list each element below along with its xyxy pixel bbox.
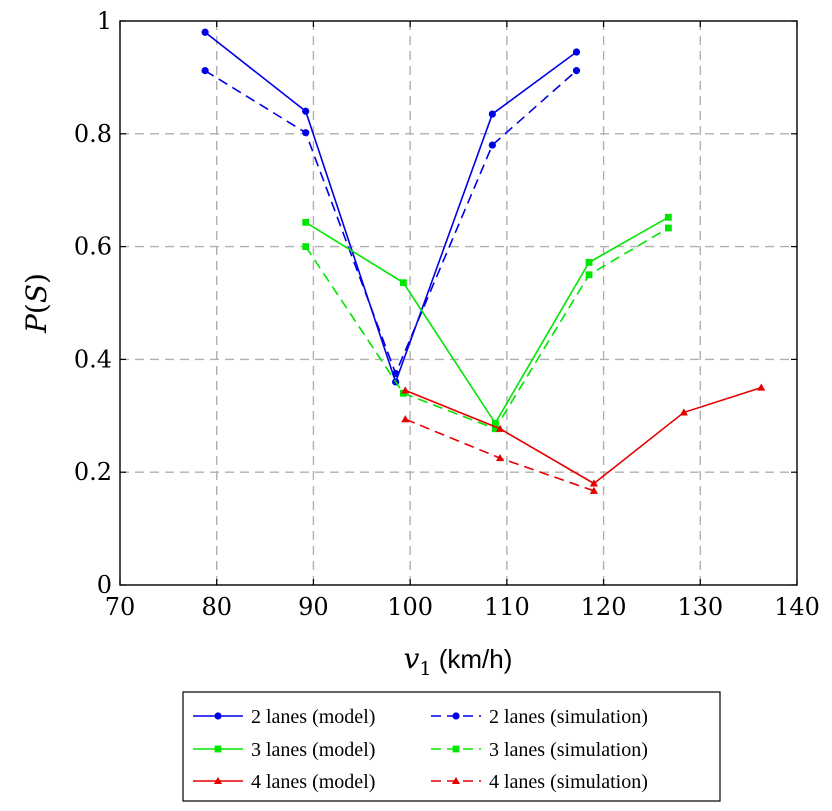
legend-box [182, 691, 721, 802]
series-4 [302, 224, 672, 433]
y-tick-label: 1 [97, 7, 112, 35]
legend-entry: 2 lanes (model) [193, 706, 375, 728]
legend-entry: 3 lanes (model) [193, 739, 375, 761]
legend: 2 lanes (model) 2 lanes (simulation) 3 lan… [182, 691, 721, 802]
data-point [585, 271, 593, 279]
x-tick-label: 100 [387, 593, 433, 621]
series-2 [201, 67, 581, 378]
legend-label: 2 lanes (simulation) [489, 706, 648, 728]
data-point [302, 107, 310, 115]
series-line [305, 216, 669, 425]
series-line [405, 386, 762, 485]
legend-label: 4 lanes (model) [251, 771, 375, 793]
data-point [572, 67, 581, 75]
data-point [392, 369, 400, 378]
grid [120, 21, 797, 585]
ticks: 70 80 90 100 110 120 130 140 0 0.2 0.4 0.6 0.8 1 [74, 7, 820, 621]
y-tick-label: 0.8 [74, 120, 112, 148]
x-tick-label: 110 [484, 593, 530, 621]
series-6 [401, 415, 598, 494]
data-point [589, 479, 598, 487]
data-point [488, 110, 496, 118]
data-point [572, 48, 581, 56]
legend-marker [452, 712, 460, 720]
x-tick-label: 70 [105, 593, 136, 621]
data-point [302, 129, 310, 137]
data-point [401, 386, 410, 394]
x-tick-label: 90 [298, 593, 329, 621]
plot-frame [119, 20, 798, 586]
series-5 [401, 383, 766, 487]
data-point [664, 224, 672, 232]
data-point [201, 67, 209, 75]
y-tick-label: 0.4 [74, 345, 112, 373]
x-tick-label: 140 [774, 593, 820, 621]
legend-label: 3 lanes (simulation) [489, 739, 648, 761]
data-point [589, 486, 598, 494]
data-point [201, 28, 209, 36]
legend-entry: 4 lanes (model) [193, 771, 375, 793]
legend-label: 2 lanes (model) [251, 706, 375, 728]
data-point [401, 415, 410, 423]
legend-marker [451, 776, 461, 785]
series-layer [201, 28, 766, 494]
legend-marker [214, 712, 222, 720]
legend-label: 4 lanes (simulation) [489, 771, 648, 793]
data-point [302, 218, 310, 226]
data-point [491, 425, 499, 433]
data-point [488, 141, 496, 149]
legend-entry: 3 lanes (simulation) [431, 739, 648, 761]
series-3 [302, 213, 672, 427]
x-tick-label: 120 [581, 593, 627, 621]
data-point [679, 408, 688, 416]
y-axis-label: P(S) [20, 273, 53, 334]
legend-marker [452, 745, 460, 753]
x-axis-label: v1 (km/h) [404, 642, 513, 680]
data-point [757, 383, 766, 391]
legend-entry: 2 lanes (simulation) [431, 706, 648, 728]
data-point [496, 454, 505, 462]
y-tick-label: 0.6 [74, 233, 112, 261]
x-tick-label: 80 [201, 593, 232, 621]
series-line [305, 227, 669, 430]
data-point [491, 419, 499, 427]
data-point [664, 213, 672, 221]
series-line [204, 31, 577, 385]
data-point [399, 279, 407, 287]
series-1 [201, 28, 581, 386]
y-tick-label: 0 [97, 571, 112, 599]
x-tick-label: 130 [677, 593, 723, 621]
y-tick-label: 0.2 [74, 458, 112, 486]
legend-marker [213, 776, 223, 785]
data-point [585, 258, 593, 266]
data-point [496, 424, 505, 432]
legend-entry: 4 lanes (simulation) [431, 771, 648, 793]
series-line [204, 69, 578, 376]
legend-label: 3 lanes (model) [251, 739, 375, 761]
data-point [302, 243, 310, 250]
legend-marker [214, 745, 222, 753]
